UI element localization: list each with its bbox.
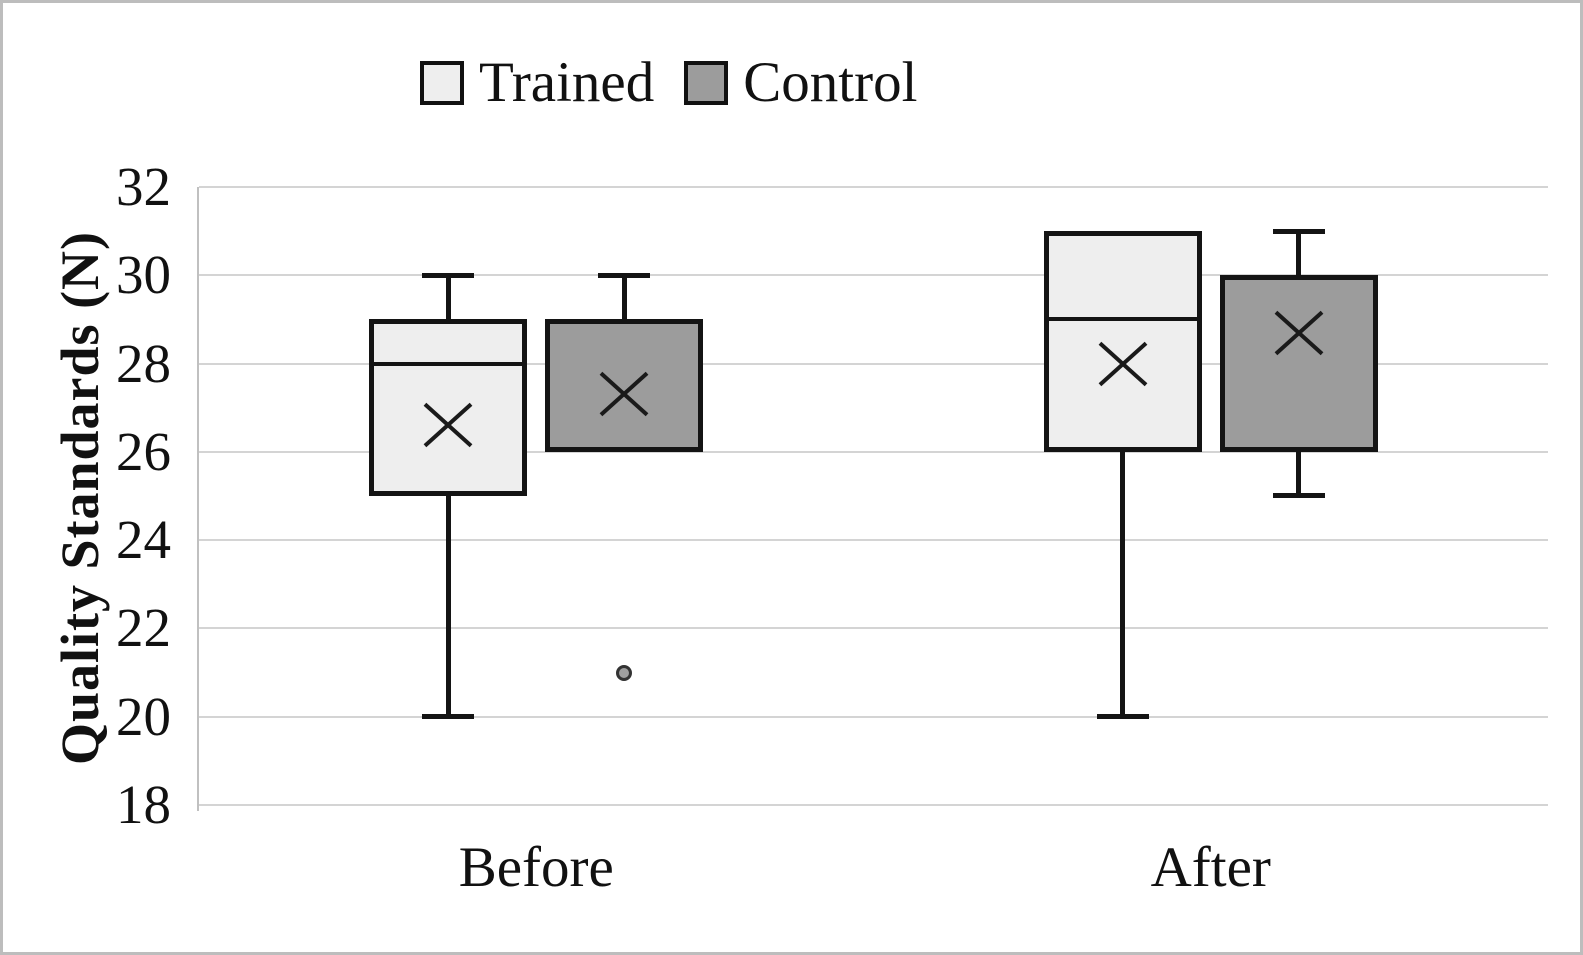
median-line-trained-before bbox=[369, 361, 528, 366]
mean-marker-trained-before bbox=[423, 403, 473, 448]
gridline-22 bbox=[199, 627, 1548, 630]
whisker-lower-cap-trained-before bbox=[422, 713, 475, 719]
gridline-26 bbox=[199, 450, 1548, 453]
legend-item-trained: Trained bbox=[420, 53, 654, 113]
gridline-18 bbox=[199, 804, 1548, 806]
median-line-trained-after bbox=[1043, 317, 1202, 322]
x-category-label-before: Before bbox=[458, 836, 614, 899]
whisker-lower-stem-trained-before bbox=[445, 496, 451, 717]
whisker-upper-stem-control-after bbox=[1296, 231, 1302, 276]
legend-label-control: Control bbox=[743, 51, 918, 114]
legend-swatch-trained bbox=[420, 61, 464, 105]
gridline-32 bbox=[199, 186, 1548, 188]
x-category-label-after: After bbox=[1150, 836, 1271, 899]
whisker-lower-cap-trained-after bbox=[1096, 713, 1149, 719]
whisker-lower-stem-trained-after bbox=[1120, 451, 1126, 717]
box-trained-after bbox=[1043, 231, 1202, 452]
gridline-30 bbox=[199, 274, 1548, 277]
gridline-24 bbox=[199, 539, 1548, 542]
mean-marker-trained-after bbox=[1098, 341, 1148, 386]
y-tick-label-28: 28 bbox=[116, 332, 171, 394]
whisker-lower-cap-control-after bbox=[1272, 493, 1325, 498]
chart-legend: Trained Control bbox=[420, 53, 917, 113]
legend-item-control: Control bbox=[684, 53, 917, 113]
y-tick-label-30: 30 bbox=[116, 244, 171, 306]
y-tick-label-24: 24 bbox=[116, 509, 171, 571]
y-tick-label-20: 20 bbox=[116, 685, 171, 747]
whisker-upper-cap-trained-before bbox=[422, 273, 475, 279]
box-control-after bbox=[1219, 275, 1378, 452]
y-tick-label-22: 22 bbox=[116, 597, 171, 659]
box-trained-before bbox=[369, 319, 528, 496]
plot-area bbox=[197, 186, 1548, 812]
whisker-upper-stem-control-before bbox=[621, 275, 627, 320]
mean-marker-control-before bbox=[599, 372, 649, 417]
whisker-upper-cap-control-before bbox=[598, 273, 651, 279]
mean-marker-control-after bbox=[1274, 310, 1324, 355]
legend-label-trained: Trained bbox=[479, 51, 655, 114]
gridline-28 bbox=[199, 362, 1548, 365]
outlier-point-control-before bbox=[616, 664, 633, 681]
legend-swatch-control bbox=[684, 61, 729, 105]
y-axis-line bbox=[197, 187, 199, 812]
y-tick-label-26: 26 bbox=[116, 420, 171, 482]
y-tick-label-32: 32 bbox=[116, 156, 171, 217]
y-tick-label-18: 18 bbox=[116, 774, 171, 835]
whisker-lower-stem-control-after bbox=[1296, 451, 1302, 496]
gridline-20 bbox=[199, 715, 1548, 718]
whisker-upper-cap-control-after bbox=[1272, 229, 1325, 235]
whisker-upper-stem-trained-before bbox=[445, 275, 451, 320]
box-control-before bbox=[545, 319, 704, 452]
